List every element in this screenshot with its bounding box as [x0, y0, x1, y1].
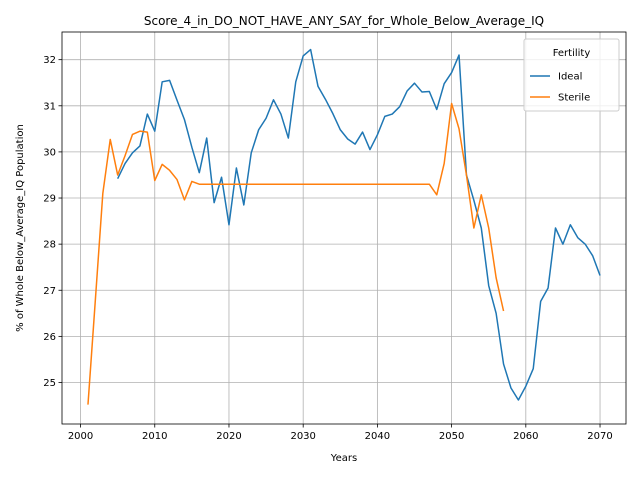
x-tick-label: 2070: [587, 431, 612, 442]
legend-title: Fertility: [553, 48, 591, 59]
x-tick-label: 2050: [439, 431, 464, 442]
x-tick-label: 2060: [513, 431, 538, 442]
legend: Fertility Ideal Sterile: [524, 39, 619, 111]
y-tick-label: 31: [43, 101, 56, 112]
x-tick-label: 2030: [290, 431, 315, 442]
chart-title: Score_4_in_DO_NOT_HAVE_ANY_SAY_for_Whole…: [144, 14, 544, 28]
x-tick-label: 2040: [365, 431, 390, 442]
x-tick-label: 2000: [68, 431, 93, 442]
y-tick-label: 28: [43, 240, 56, 251]
y-axis-label: % of Whole Below_Average_IQ Population: [15, 124, 26, 332]
y-tick-label: 26: [43, 332, 56, 343]
x-tick-label: 2010: [142, 431, 167, 442]
y-tick-label: 27: [43, 286, 56, 297]
legend-label-ideal: Ideal: [558, 72, 582, 83]
y-tick-label: 25: [43, 378, 56, 389]
y-tick-label: 29: [43, 194, 56, 205]
x-tick-label: 2020: [216, 431, 241, 442]
legend-label-sterile: Sterile: [558, 93, 590, 104]
y-tick-label: 30: [43, 147, 56, 158]
y-tick-label: 32: [43, 55, 56, 66]
x-axis-label: Years: [330, 453, 357, 464]
